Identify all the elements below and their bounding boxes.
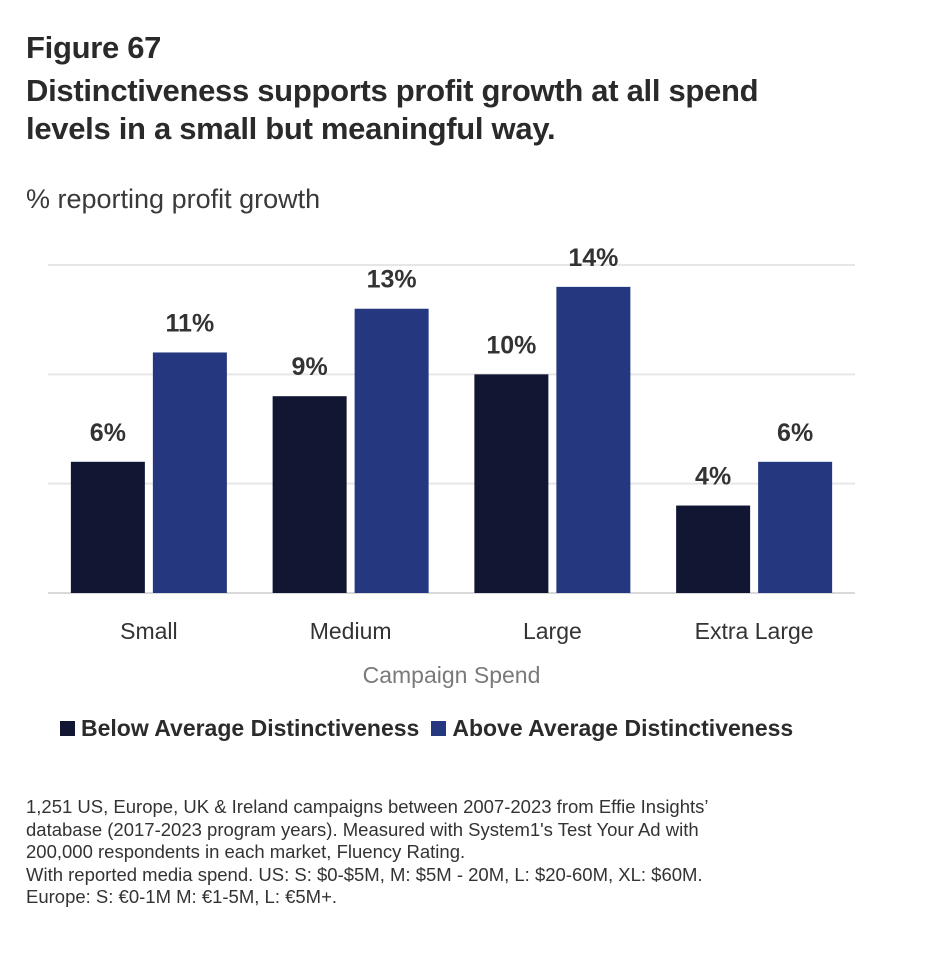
note-line-1: 1,251 US, Europe, UK & Ireland campaigns…	[26, 796, 709, 817]
legend-swatch-above	[431, 721, 447, 736]
legend-item-above: Above Average Distinctiveness	[431, 715, 793, 742]
data-label: 11%	[166, 309, 215, 337]
note-line-2: database (2017-2023 program years). Meas…	[26, 818, 699, 840]
data-label: 14%	[568, 244, 618, 272]
data-label: 6%	[777, 419, 813, 447]
bar-above-medium	[354, 308, 429, 593]
x-tick-label: Medium	[310, 618, 392, 644]
bar-above-extra-large	[758, 461, 833, 593]
bar-below-large	[474, 374, 549, 593]
legend-swatch-below	[60, 721, 75, 736]
legend: Below Average Distinctiveness Above Aver…	[60, 715, 805, 742]
x-axis-label: Campaign Spend	[363, 662, 541, 688]
bar-below-extra-large	[676, 505, 751, 593]
legend-label-below: Below Average Distinctiveness	[81, 715, 420, 741]
data-label: 6%	[90, 419, 126, 447]
data-label: 4%	[695, 463, 731, 491]
bar-below-small	[70, 461, 145, 593]
figure-label: Figure 67	[26, 30, 162, 65]
data-label: 9%	[292, 353, 328, 381]
title-line-2: levels in a small but meaningful way.	[26, 111, 556, 146]
title-line-1: Distinctiveness supports profit growth a…	[26, 73, 759, 108]
data-label: 10%	[486, 331, 536, 359]
data-label: 13%	[367, 266, 417, 294]
note-line-3: 200,000 respondents in each market, Flue…	[26, 841, 466, 862]
bar-below-medium	[272, 396, 347, 593]
legend-item-below: Below Average Distinctiveness	[60, 715, 419, 742]
bar-above-small	[152, 352, 227, 593]
bar-above-large	[556, 286, 631, 593]
x-tick-label: Large	[523, 618, 582, 644]
x-tick-label: Extra Large	[695, 618, 814, 644]
chart-title: Distinctiveness supports profit growth a…	[26, 72, 886, 148]
y-axis-label: % reporting profit growth	[26, 184, 321, 214]
note-line-4: With reported media spend. US: S: $0-$5M…	[26, 863, 703, 885]
source-note: 1,251 US, Europe, UK & Ireland campaigns…	[26, 796, 906, 909]
bar-chart: 6% 11% Small 9% 13% Medium 10% 14% Large 4% 6% Extr…	[48, 244, 855, 688]
legend-label-above: Above Average Distinctiveness	[452, 715, 794, 741]
x-tick-label: Small	[120, 618, 178, 644]
note-line-5: Europe: S: €0-1M M: €1-5M, L: €5M+.	[26, 886, 338, 907]
